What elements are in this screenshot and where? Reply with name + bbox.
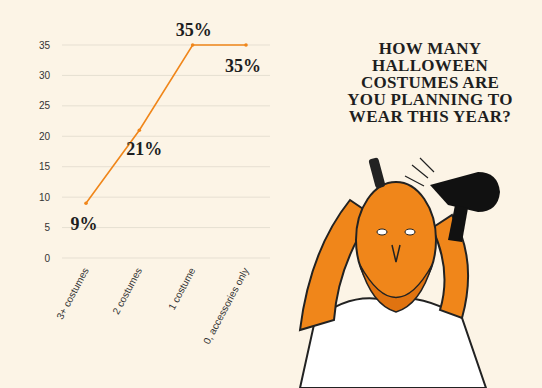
y-tick-label: 10 — [39, 192, 51, 203]
y-tick-label: 0 — [44, 253, 50, 264]
y-tick-label: 15 — [39, 161, 51, 172]
grid-line — [62, 105, 270, 106]
line — [86, 45, 246, 203]
grid-line — [62, 258, 270, 259]
comb — [368, 157, 385, 189]
eye — [405, 229, 415, 235]
air-lines — [405, 158, 434, 186]
y-tick-label: 5 — [44, 222, 50, 233]
nose — [392, 245, 400, 262]
eye — [377, 229, 387, 235]
point — [244, 43, 248, 47]
point — [191, 43, 195, 47]
point — [84, 201, 88, 205]
hair-dryer-handle — [448, 205, 468, 242]
y-tick-label: 20 — [39, 131, 51, 142]
y-tick-label: 30 — [39, 70, 51, 81]
data-label: 35% — [176, 20, 212, 40]
grid-line — [62, 136, 270, 137]
plot-area — [84, 43, 248, 205]
data-label: 21% — [126, 139, 162, 159]
x-tick-label: 1 costume — [166, 265, 198, 311]
point — [138, 128, 142, 132]
x-tick-label: 2 costumes — [110, 266, 144, 316]
beard — [360, 265, 432, 312]
grid-line — [62, 166, 270, 167]
data-label: 35% — [225, 56, 261, 76]
illustration — [300, 157, 500, 388]
x-tick-label: 3+ costumes — [54, 266, 90, 321]
x-tick-label: 0, accessories only — [201, 266, 251, 346]
hair-dryer — [430, 172, 500, 212]
data-label: 9% — [71, 214, 98, 234]
y-tick-label: 25 — [39, 100, 51, 111]
grid-line — [62, 197, 270, 198]
chart-title: HOW MANY HALLOWEEN COSTUMES ARE YOU PLAN… — [340, 40, 520, 125]
page: 0 5 10 15 20 25 30 35 3+ costumes 2 costumes 1 cos… — [0, 0, 542, 388]
y-tick-label: 35 — [39, 40, 51, 51]
